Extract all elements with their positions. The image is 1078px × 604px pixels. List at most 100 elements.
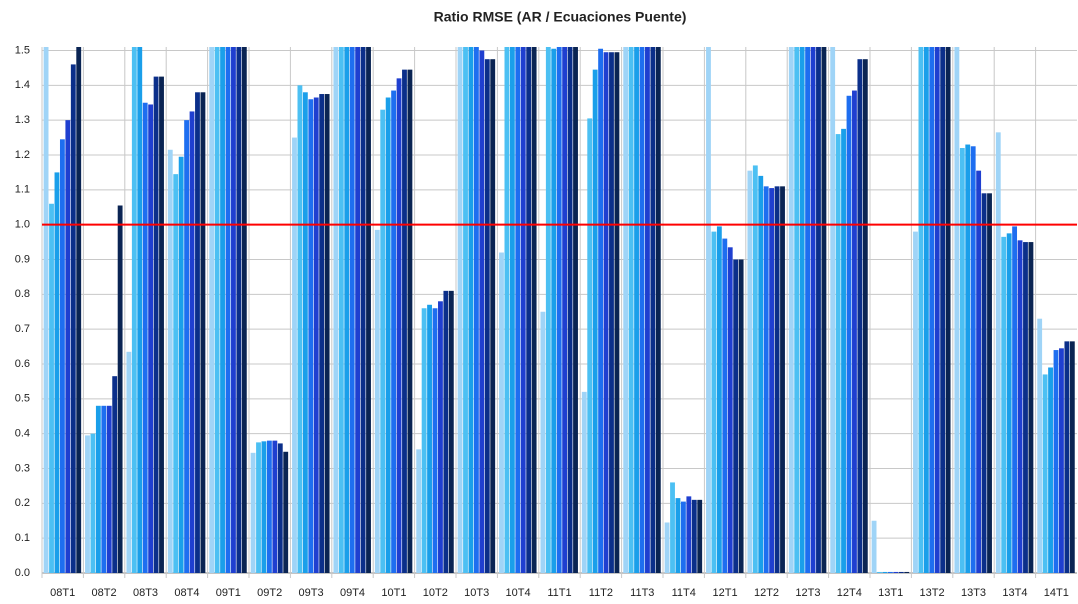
bar	[898, 571, 904, 573]
bar	[504, 47, 510, 573]
bar	[457, 47, 463, 573]
bar	[959, 148, 965, 573]
bar	[598, 48, 604, 574]
bar	[324, 94, 330, 573]
bar	[995, 132, 1001, 574]
bar	[468, 47, 474, 573]
bar	[1048, 367, 1053, 573]
bar	[131, 47, 137, 573]
bar	[816, 47, 821, 573]
bar	[308, 99, 314, 574]
bar	[438, 301, 443, 573]
bar	[918, 47, 924, 573]
bar	[603, 52, 609, 574]
bar	[733, 259, 739, 573]
x-tick-label: 10T1	[381, 587, 406, 599]
bar	[178, 156, 184, 574]
y-tick-label: 0.4	[15, 428, 30, 440]
bar	[106, 405, 112, 573]
bar	[70, 64, 76, 573]
bar	[592, 69, 598, 573]
bar	[747, 170, 753, 574]
bar	[200, 92, 206, 574]
y-tick-label: 1.3	[15, 114, 30, 126]
bar	[1017, 240, 1023, 574]
bar	[1053, 350, 1059, 573]
bar	[706, 47, 711, 573]
bar	[1028, 242, 1034, 573]
bar	[691, 499, 697, 573]
bar	[112, 376, 118, 573]
bar	[540, 311, 546, 573]
bar	[432, 308, 438, 573]
bar	[184, 120, 190, 574]
bar	[1059, 348, 1064, 573]
x-tick-label: 10T2	[423, 587, 448, 599]
bar	[686, 496, 692, 573]
bar	[940, 47, 946, 573]
bar	[385, 97, 391, 573]
bar	[189, 111, 195, 573]
bar	[479, 50, 485, 573]
bar	[142, 102, 148, 573]
bar	[645, 47, 650, 573]
x-tick-label: 14T1	[1044, 587, 1069, 599]
y-tick-label: 1.4	[15, 79, 30, 91]
x-tick-label: 11T3	[630, 587, 654, 599]
bar	[1023, 242, 1028, 573]
bar	[634, 47, 639, 573]
y-tick-label: 1.5	[15, 44, 30, 56]
bar	[763, 186, 769, 573]
bar	[1012, 226, 1018, 574]
bar	[913, 231, 918, 574]
bar	[841, 128, 846, 573]
bar	[562, 47, 568, 573]
bar	[711, 231, 717, 574]
bar	[148, 104, 154, 574]
bar	[722, 238, 728, 573]
bar	[137, 47, 143, 573]
bar	[1001, 236, 1007, 573]
bar	[65, 120, 71, 574]
bar	[49, 203, 54, 573]
bar	[573, 47, 578, 573]
bar	[650, 47, 656, 573]
bar	[526, 47, 532, 573]
x-tick-label: 10T3	[464, 587, 489, 599]
y-tick-label: 0.9	[15, 253, 30, 265]
bar	[794, 47, 800, 573]
bar	[852, 90, 857, 574]
bar	[821, 47, 827, 573]
bar	[338, 47, 344, 573]
x-tick-label: 09T2	[257, 587, 282, 599]
bar	[670, 482, 675, 573]
x-tick-label: 11T1	[547, 587, 571, 599]
bar	[697, 499, 703, 573]
bar	[675, 498, 681, 573]
bar	[448, 290, 454, 573]
bar	[515, 47, 521, 573]
y-tick-label: 0.6	[15, 358, 30, 370]
bar	[277, 443, 283, 573]
bar	[231, 47, 236, 573]
bar	[333, 47, 339, 573]
bar	[427, 304, 432, 573]
bar	[499, 252, 504, 573]
bar	[954, 47, 960, 573]
bar	[59, 139, 65, 573]
x-tick-label: 10T4	[506, 587, 531, 599]
bar	[567, 47, 573, 573]
bar	[256, 442, 261, 573]
bar	[214, 47, 220, 573]
bar	[716, 226, 722, 574]
bar	[126, 351, 132, 573]
bar	[545, 47, 551, 573]
x-tick-label: 11T2	[589, 587, 613, 599]
bar	[609, 52, 614, 574]
bar	[261, 441, 267, 573]
bar	[727, 247, 733, 573]
x-tick-label: 13T4	[1002, 587, 1027, 599]
bar	[366, 47, 371, 573]
bar	[835, 134, 841, 573]
bar	[225, 47, 231, 573]
